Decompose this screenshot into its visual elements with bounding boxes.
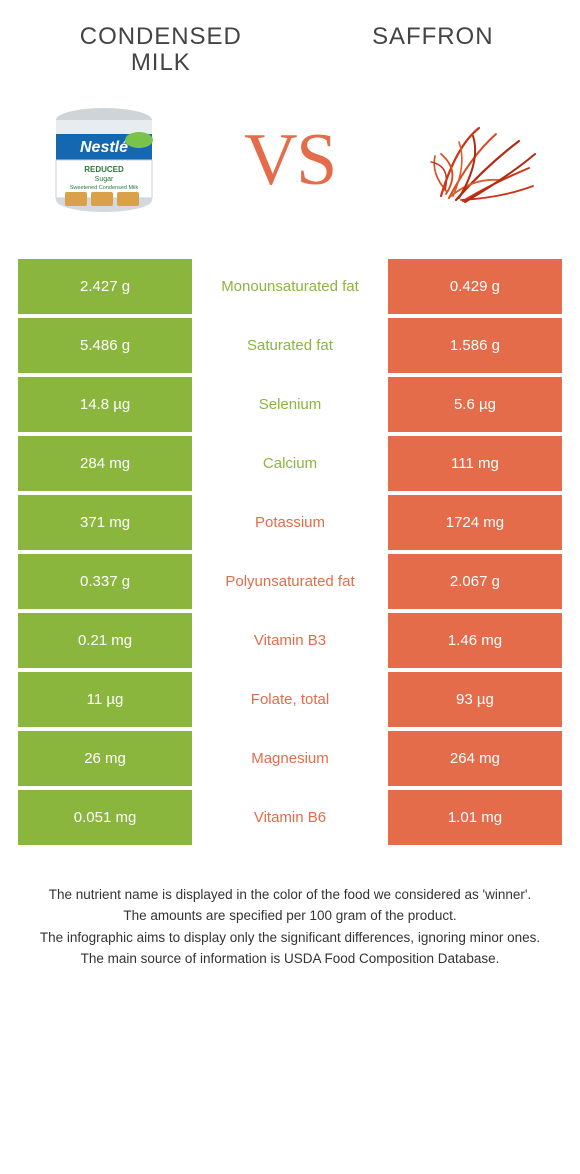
left-food-title: CONDENSED MILK	[18, 24, 304, 77]
left-value: 0.21 mg	[18, 613, 192, 668]
right-value: 1.46 mg	[388, 613, 562, 668]
nutrient-row: 371 mgPotassium1724 mg	[18, 495, 562, 550]
right-value: 1724 mg	[388, 495, 562, 550]
svg-text:Nestlé: Nestlé	[80, 139, 128, 156]
right-food-title: SAFFRON	[304, 24, 562, 50]
footnotes: The nutrient name is displayed in the co…	[18, 885, 562, 969]
right-value: 0.429 g	[388, 259, 562, 314]
right-value: 1.586 g	[388, 318, 562, 373]
nutrient-label: Potassium	[192, 495, 388, 550]
nutrient-label: Folate, total	[192, 672, 388, 727]
left-title-line1: CONDENSED	[80, 23, 242, 50]
nutrient-label: Calcium	[192, 436, 388, 491]
nutrient-row: 284 mgCalcium111 mg	[18, 436, 562, 491]
right-value: 93 µg	[388, 672, 562, 727]
left-value: 284 mg	[18, 436, 192, 491]
left-food-image: Nestlé REDUCED Sugar Sweetened Condensed…	[24, 91, 184, 231]
nutrient-label: Vitamin B3	[192, 613, 388, 668]
right-value: 111 mg	[388, 436, 562, 491]
right-food-image	[396, 91, 556, 231]
svg-text:REDUCED: REDUCED	[84, 165, 124, 174]
left-value: 26 mg	[18, 731, 192, 786]
nutrient-label: Monounsaturated fat	[192, 259, 388, 314]
left-value: 5.486 g	[18, 318, 192, 373]
footnote-line: The infographic aims to display only the…	[36, 928, 544, 948]
left-value: 14.8 µg	[18, 377, 192, 432]
left-value: 371 mg	[18, 495, 192, 550]
title-row: CONDENSED MILK SAFFRON	[18, 24, 562, 77]
nutrient-label: Polyunsaturated fat	[192, 554, 388, 609]
left-value: 11 µg	[18, 672, 192, 727]
right-value: 5.6 µg	[388, 377, 562, 432]
svg-text:Sweetened Condensed Milk: Sweetened Condensed Milk	[70, 185, 139, 191]
nutrient-row: 0.337 gPolyunsaturated fat2.067 g	[18, 554, 562, 609]
nutrient-label: Saturated fat	[192, 318, 388, 373]
footnote-line: The nutrient name is displayed in the co…	[36, 885, 544, 905]
footnote-line: The main source of information is USDA F…	[36, 949, 544, 969]
nutrient-row: 0.051 mgVitamin B61.01 mg	[18, 790, 562, 845]
vs-label: VS	[244, 118, 336, 203]
nutrient-label: Selenium	[192, 377, 388, 432]
image-row: Nestlé REDUCED Sugar Sweetened Condensed…	[18, 91, 562, 231]
left-value: 2.427 g	[18, 259, 192, 314]
nutrient-table: 2.427 gMonounsaturated fat0.429 g5.486 g…	[18, 259, 562, 845]
nutrient-label: Vitamin B6	[192, 790, 388, 845]
left-value: 0.051 mg	[18, 790, 192, 845]
nutrient-row: 26 mgMagnesium264 mg	[18, 731, 562, 786]
svg-text:Sugar: Sugar	[95, 176, 114, 183]
nutrient-row: 2.427 gMonounsaturated fat0.429 g	[18, 259, 562, 314]
footnote-line: The amounts are specified per 100 gram o…	[36, 906, 544, 926]
nutrient-row: 14.8 µgSelenium5.6 µg	[18, 377, 562, 432]
right-value: 264 mg	[388, 731, 562, 786]
right-value: 1.01 mg	[388, 790, 562, 845]
left-title-line2: MILK	[131, 49, 191, 76]
nutrient-row: 5.486 gSaturated fat1.586 g	[18, 318, 562, 373]
nutrient-label: Magnesium	[192, 731, 388, 786]
right-value: 2.067 g	[388, 554, 562, 609]
nutrient-row: 0.21 mgVitamin B31.46 mg	[18, 613, 562, 668]
nutrient-row: 11 µgFolate, total93 µg	[18, 672, 562, 727]
left-value: 0.337 g	[18, 554, 192, 609]
